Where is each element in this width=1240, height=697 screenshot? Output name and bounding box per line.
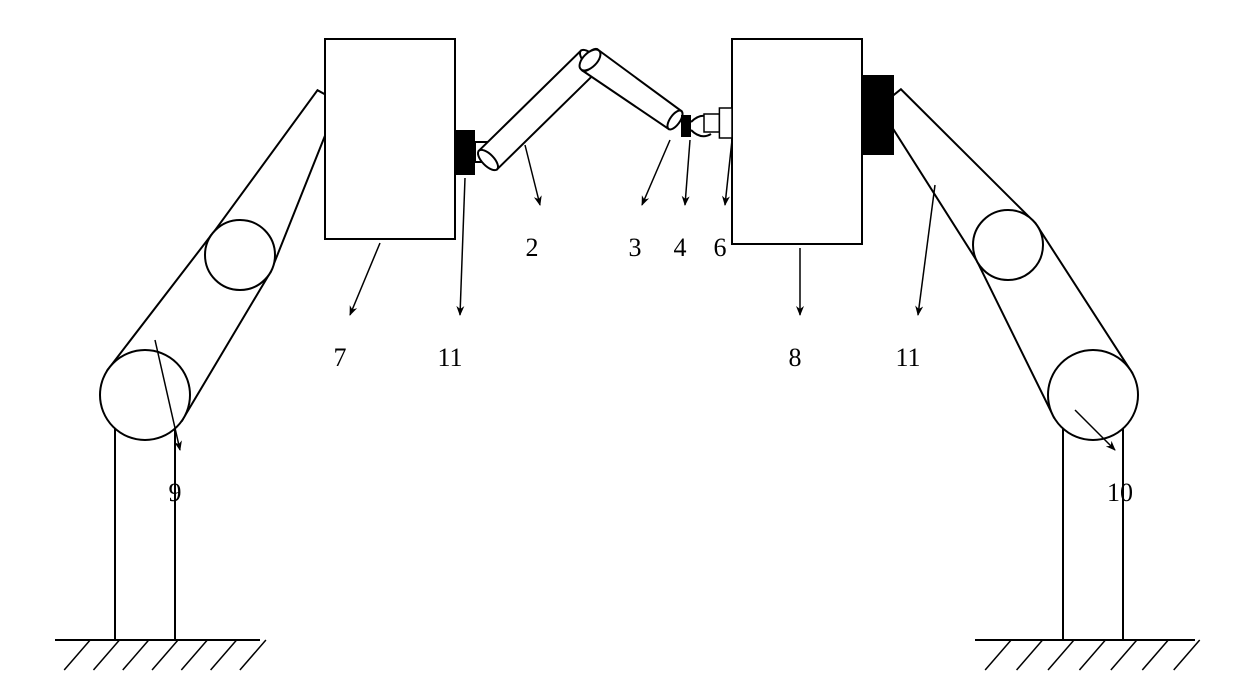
label-8: 8 <box>789 343 802 372</box>
label-6: 6 <box>714 233 727 262</box>
label-11: 11 <box>437 343 462 372</box>
left-box <box>325 39 455 239</box>
label-4: 4 <box>674 233 687 262</box>
label-arrow <box>350 243 380 315</box>
gripper-base <box>681 115 691 137</box>
label-arrow <box>460 178 465 315</box>
peg <box>719 108 732 138</box>
label-2: 2 <box>526 233 539 262</box>
label-9: 9 <box>169 478 182 507</box>
right-box <box>732 39 862 244</box>
label-11: 11 <box>895 343 920 372</box>
label-arrow <box>642 140 670 205</box>
label-arrow <box>685 140 690 205</box>
label-3: 3 <box>629 233 642 262</box>
label-arrow <box>918 185 935 315</box>
label-arrow <box>525 145 540 205</box>
label-7: 7 <box>334 343 347 372</box>
label-arrow <box>725 140 732 205</box>
right-mount <box>862 75 894 155</box>
label-10: 10 <box>1107 478 1133 507</box>
left-mount <box>455 130 475 175</box>
robot-arm-diagram: 2 3 46 7 11 8 11 9 10 <box>0 0 1240 697</box>
